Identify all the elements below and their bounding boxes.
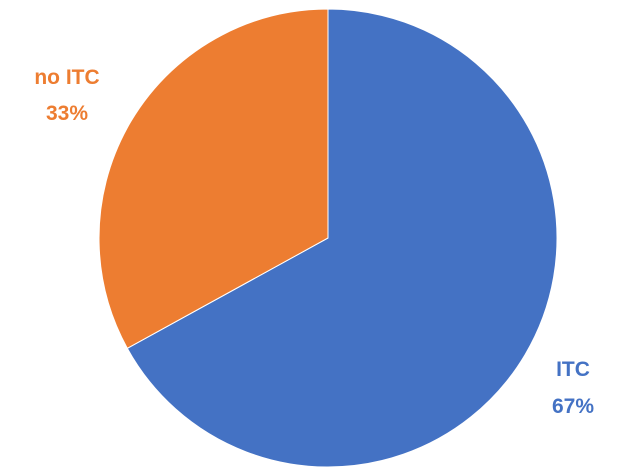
slice-label-no-itc: no ITC bbox=[34, 66, 99, 89]
slice-label-itc: ITC bbox=[556, 358, 590, 381]
slice-value-itc: 67% bbox=[552, 395, 594, 418]
pie-slices bbox=[98, 8, 558, 468]
slice-value-no-itc: 33% bbox=[46, 102, 88, 125]
pie-slice-itc bbox=[126, 8, 558, 468]
pie-slice-no-itc bbox=[98, 8, 329, 349]
